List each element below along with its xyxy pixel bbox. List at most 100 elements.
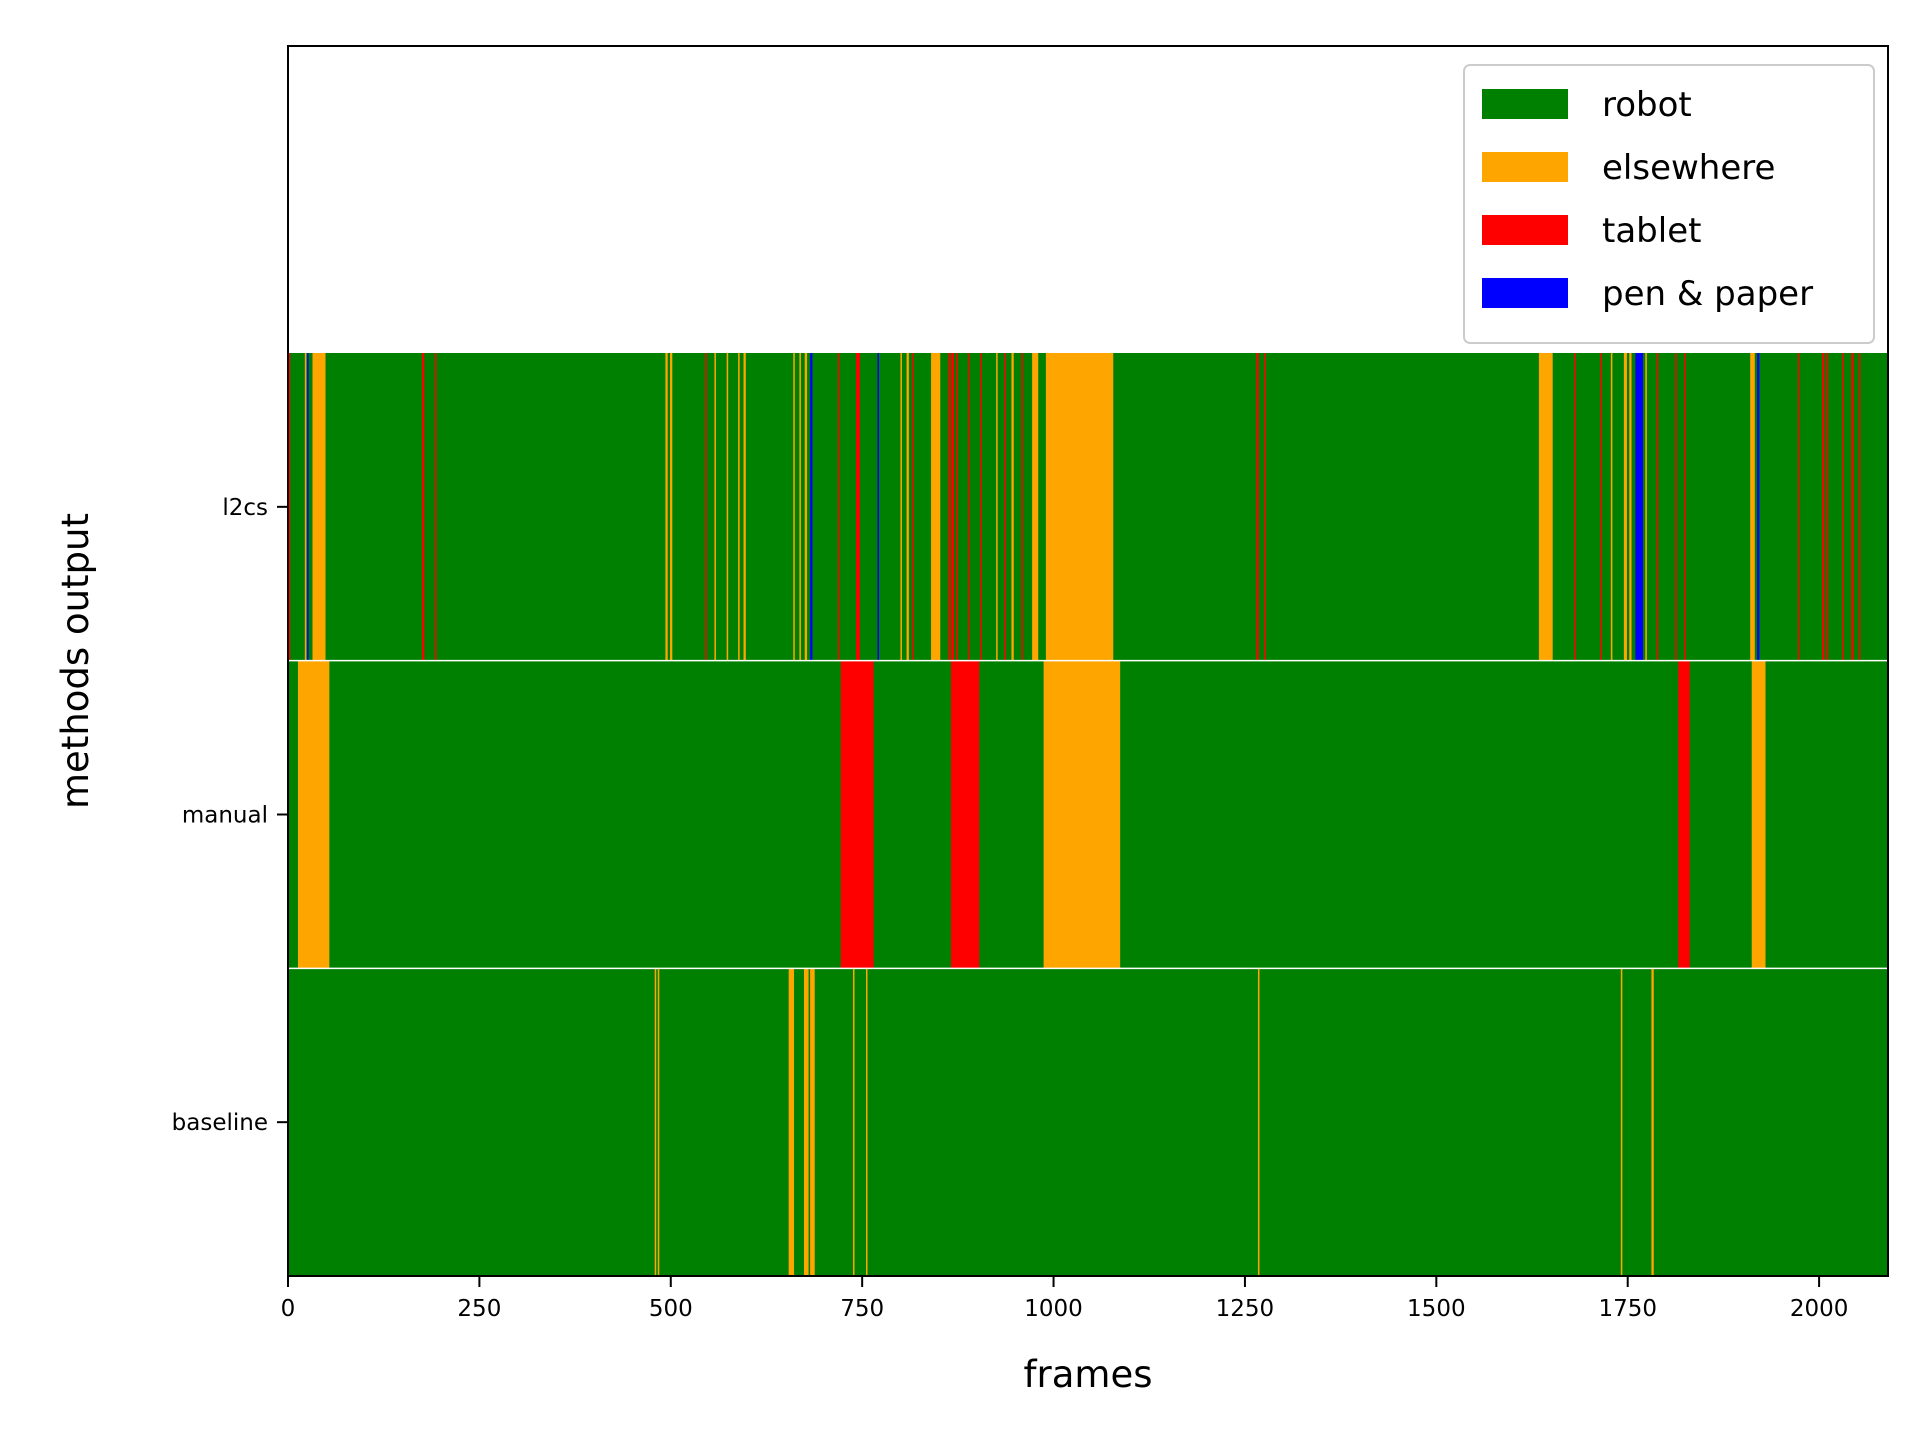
row-l2cs-segment-33 <box>1032 353 1039 661</box>
row-separators <box>288 659 1888 970</box>
x-axis: 0 250 500 750 1000 1250 1500 1750 2000 <box>281 1276 1849 1322</box>
row-l2cs-segment-23 <box>931 353 941 661</box>
row-l2cs-segment-8 <box>705 353 707 661</box>
row-l2cs-segment-38 <box>1574 353 1576 661</box>
y-axis-label: methods output <box>54 513 97 809</box>
row-l2cs-segment-35 <box>1256 353 1259 661</box>
row-l2cs-segment-41 <box>1623 353 1627 661</box>
x-tick-label-1000: 1000 <box>1024 1296 1083 1322</box>
plot-frame <box>287 45 1889 1277</box>
legend-label-tablet: tablet <box>1602 211 1701 251</box>
row-l2cs-segment-27 <box>967 353 970 661</box>
row-baseline-segment-1 <box>657 968 660 1276</box>
row-l2cs-segment-44 <box>1645 353 1647 661</box>
row-l2cs-segment-1 <box>304 353 307 661</box>
row-l2cs-segment-16 <box>810 353 813 661</box>
row-l2cs-segment-55 <box>1858 353 1861 661</box>
row-l2cs-segment-14 <box>799 353 801 661</box>
row-l2cs-segment-11 <box>738 353 740 661</box>
row-l2cs-segment-26 <box>956 353 958 661</box>
legend-swatch-pen-paper <box>1482 278 1568 308</box>
row-l2cs-segment-5 <box>434 353 437 661</box>
row-manual-segment-1 <box>840 660 874 969</box>
row-l2cs-segment-15 <box>804 353 808 661</box>
rows-layer <box>288 353 1888 1276</box>
row-l2cs-segment-12 <box>743 353 746 661</box>
row-l2cs-segment-21 <box>906 353 909 661</box>
row-l2cs-segment-17 <box>837 353 840 661</box>
y-tick-label-baseline: baseline <box>172 1110 268 1136</box>
row-l2cs-segment-3 <box>312 353 326 661</box>
x-axis-label: frames <box>1024 1353 1153 1396</box>
x-tick-label-1750: 1750 <box>1598 1296 1657 1322</box>
row-l2cs-segment-50 <box>1797 353 1800 661</box>
row-l2cs-segment-39 <box>1600 353 1602 661</box>
legend-swatch-tablet <box>1482 215 1568 245</box>
row-l2cs-segment-52 <box>1826 353 1829 661</box>
row-l2cs-segment-32 <box>1021 353 1023 661</box>
row-l2cs-segment-28 <box>980 353 982 661</box>
row-l2cs-segment-45 <box>1656 353 1659 661</box>
row-baseline-segment-8 <box>1620 968 1623 1276</box>
row-l2cs <box>288 353 1888 661</box>
legend-swatch-robot <box>1482 89 1568 119</box>
row-baseline <box>288 968 1888 1276</box>
x-tick-label-1250: 1250 <box>1216 1296 1275 1322</box>
row-l2cs-segment-34 <box>1045 353 1114 661</box>
row-l2cs-segment-43 <box>1635 353 1644 661</box>
row-l2cs-segment-10 <box>726 353 729 661</box>
row-l2cs-segment-24 <box>947 353 950 661</box>
y-tick-label-manual: manual <box>182 803 268 829</box>
row-manual-segment-5 <box>1751 660 1766 969</box>
row-manual-segment-2 <box>950 660 980 969</box>
row-baseline-background <box>288 968 1888 1276</box>
row-l2cs-segment-53 <box>1842 353 1844 661</box>
row-l2cs-segment-19 <box>877 353 880 661</box>
row-l2cs-segment-42 <box>1629 353 1632 661</box>
x-tick-label-2000: 2000 <box>1790 1296 1849 1322</box>
row-l2cs-segment-2 <box>307 353 309 661</box>
row-l2cs-segment-51 <box>1822 353 1825 661</box>
row-baseline-segment-5 <box>852 968 855 1276</box>
row-l2cs-segment-18 <box>856 353 860 661</box>
row-l2cs-segment-20 <box>900 353 902 661</box>
y-tick-label-l2cs: l2cs <box>222 495 268 521</box>
row-l2cs-segment-7 <box>670 353 673 661</box>
row-l2cs-segment-30 <box>1004 353 1007 661</box>
legend-label-pen-paper: pen & paper <box>1602 274 1813 314</box>
row-l2cs-segment-40 <box>1610 353 1613 661</box>
y-axis: l2cs manual baseline <box>172 495 288 1136</box>
row-l2cs-segment-31 <box>1011 353 1014 661</box>
row-baseline-segment-0 <box>654 968 657 1276</box>
row-l2cs-segment-36 <box>1264 353 1266 661</box>
row-l2cs-segment-37 <box>1538 353 1553 661</box>
row-l2cs-segment-9 <box>714 353 716 661</box>
legend-label-elsewhere: elsewhere <box>1602 148 1775 188</box>
row-l2cs-segment-25 <box>950 353 955 661</box>
row-l2cs-segment-48 <box>1750 353 1755 661</box>
legend: robot elsewhere tablet pen & paper <box>1463 64 1875 344</box>
row-l2cs-segment-47 <box>1684 353 1686 661</box>
legend-swatch-elsewhere <box>1482 152 1568 182</box>
row-baseline-segment-7 <box>1257 968 1260 1276</box>
row-manual-segment-0 <box>297 660 330 969</box>
legend-label-robot: robot <box>1602 85 1692 125</box>
row-l2cs-segment-6 <box>665 353 668 661</box>
x-tick-label-1500: 1500 <box>1407 1296 1466 1322</box>
legend-box <box>1463 64 1875 344</box>
row-l2cs-segment-13 <box>793 353 795 661</box>
row-l2cs-segment-22 <box>911 353 914 661</box>
x-tick-label-750: 750 <box>840 1296 884 1322</box>
row-l2cs-segment-46 <box>1675 353 1677 661</box>
row-l2cs-segment-49 <box>1757 353 1760 661</box>
row-l2cs-segment-54 <box>1851 353 1854 661</box>
row-l2cs-segment-0 <box>288 353 291 661</box>
row-baseline-segment-4 <box>810 968 815 1276</box>
row-baseline-segment-9 <box>1651 968 1654 1276</box>
row-baseline-segment-6 <box>865 968 868 1276</box>
row-manual-segment-3 <box>1043 660 1121 969</box>
row-baseline-segment-2 <box>788 968 795 1276</box>
row-manual-segment-4 <box>1678 660 1690 969</box>
x-tick-label-500: 500 <box>649 1296 693 1322</box>
